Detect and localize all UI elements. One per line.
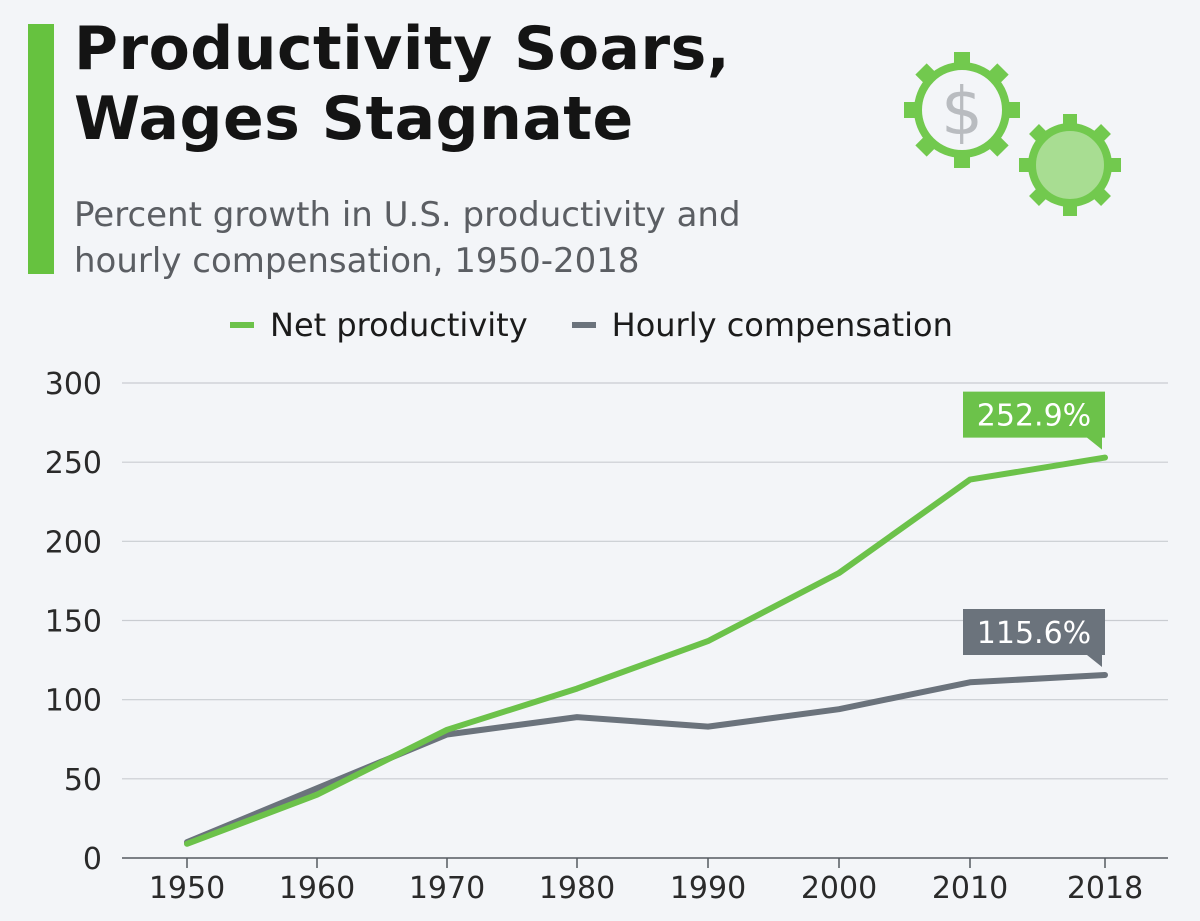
legend-item-productivity: Net productivity bbox=[230, 306, 528, 344]
x-tick-label: 2010 bbox=[932, 871, 1008, 906]
accent-bar bbox=[28, 24, 54, 274]
chart-title: Productivity Soars, Wages Stagnate bbox=[74, 14, 730, 154]
gears-dollar-icon: $ bbox=[904, 52, 1121, 216]
series-line-compensation bbox=[184, 672, 1108, 846]
y-tick-label: 200 bbox=[45, 525, 102, 560]
x-tick-label: 1990 bbox=[670, 871, 746, 906]
x-tick-label: 1970 bbox=[409, 871, 485, 906]
legend-item-compensation: Hourly compensation bbox=[571, 306, 953, 344]
y-tick-label: 100 bbox=[45, 684, 102, 719]
chart-subtitle: Percent growth in U.S. productivity and … bbox=[74, 195, 741, 281]
y-tick-label: 50 bbox=[64, 763, 102, 798]
callout-box-productivity bbox=[963, 391, 1105, 450]
large-gear-icon bbox=[904, 52, 1020, 168]
x-tick-label: 2000 bbox=[801, 871, 877, 906]
data-label-compensation: 115.6% bbox=[977, 616, 1091, 651]
small-gear-icon bbox=[1019, 114, 1121, 216]
legend-label-productivity: Net productivity bbox=[270, 306, 528, 344]
y-tick-label: 300 bbox=[45, 367, 102, 402]
legend-swatch-productivity bbox=[230, 322, 254, 328]
y-tick-label: 250 bbox=[45, 446, 102, 481]
legend-label-compensation: Hourly compensation bbox=[611, 306, 953, 344]
series-line-productivity bbox=[184, 454, 1108, 847]
data-label-productivity: 252.9% bbox=[977, 399, 1091, 434]
y-tick-label: 0 bbox=[83, 842, 102, 877]
x-tick-label: 1950 bbox=[149, 871, 225, 906]
title-line-1: Productivity Soars, bbox=[74, 14, 731, 84]
title-line-2: Wages Stagnate bbox=[74, 84, 634, 154]
legend-swatch-compensation bbox=[571, 322, 596, 328]
callout-box-compensation bbox=[963, 608, 1105, 667]
x-tick-label: 1960 bbox=[279, 871, 355, 906]
x-tick-label: 1980 bbox=[539, 871, 615, 906]
legend: Net productivity Hourly compensation bbox=[230, 306, 997, 344]
dollar-sign-icon: $ bbox=[941, 73, 983, 150]
x-tick-label: 2018 bbox=[1067, 871, 1143, 906]
y-tick-label: 150 bbox=[45, 605, 102, 640]
